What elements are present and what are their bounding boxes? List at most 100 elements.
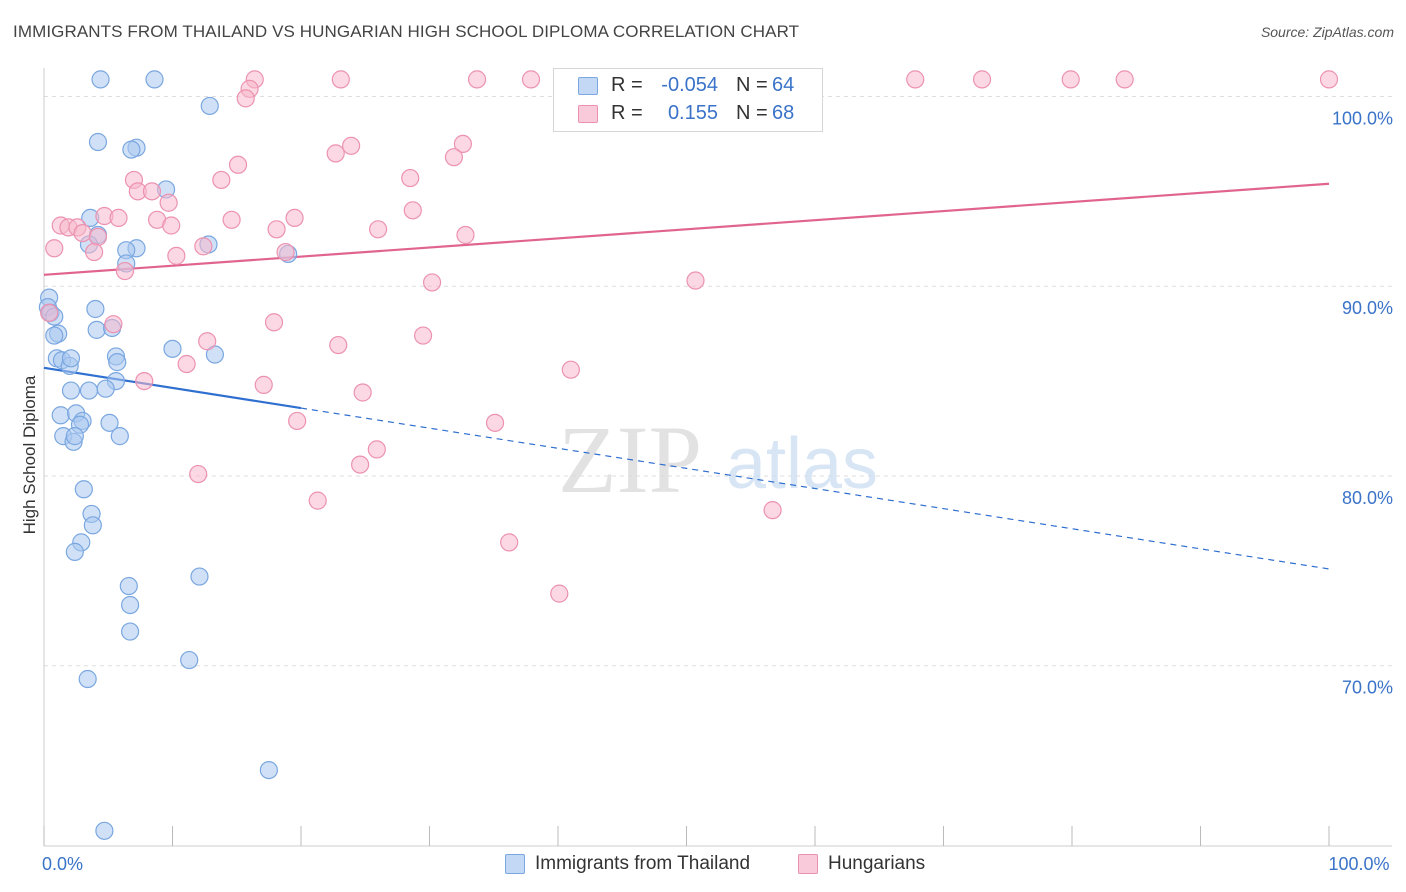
point-hungarians <box>500 533 519 552</box>
point-thailand <box>74 480 93 499</box>
point-thailand <box>78 669 97 689</box>
point-thailand <box>65 427 84 446</box>
point-hungarians <box>351 455 370 474</box>
legend-row-thailand: R = -0.054 N = 64 <box>554 71 822 101</box>
legend-swatch-pink <box>578 105 598 123</box>
point-hungarians <box>403 201 422 220</box>
watermark-atlas: atlas <box>726 424 878 504</box>
x-tick-label: 0.0% <box>42 854 83 874</box>
legend-n-value: 64 <box>772 74 795 96</box>
legend-n-value: 68 <box>772 102 795 124</box>
point-thailand <box>180 650 199 670</box>
legend-label-hungarians: Hungarians <box>828 853 926 874</box>
point-hungarians <box>369 220 388 239</box>
point-hungarians <box>254 375 273 394</box>
point-thailand <box>51 406 70 425</box>
tick-labels: 100.0% 90.0% 80.0% 70.0% 0.0% 100.0% <box>42 108 1393 874</box>
point-thailand <box>79 381 99 400</box>
point-hungarians <box>198 332 217 351</box>
point-hungarians <box>342 136 361 155</box>
point-thailand <box>45 326 64 345</box>
point-hungarians <box>104 315 123 334</box>
point-hungarians <box>367 440 386 459</box>
point-hungarians <box>326 144 345 163</box>
point-thailand <box>120 622 140 641</box>
point-thailand <box>163 339 182 358</box>
point-hungarians <box>413 326 433 345</box>
y-tick-label: 100.0% <box>1332 108 1393 128</box>
point-thailand <box>95 821 114 840</box>
point-thailand <box>86 299 105 319</box>
point-hungarians <box>88 227 108 246</box>
point-thailand <box>122 140 141 159</box>
legend-r-label: R = <box>611 74 643 96</box>
point-hungarians <box>561 360 580 379</box>
legend-r-value: -0.054 <box>661 74 718 96</box>
point-hungarians <box>222 210 241 229</box>
point-hungarians <box>135 371 154 391</box>
point-thailand <box>61 381 81 400</box>
axes <box>43 68 1392 847</box>
point-hungarians <box>288 411 307 431</box>
point-hungarians <box>276 242 295 262</box>
legend-row-hungarians: R = 0.155 N = 68 <box>554 99 822 129</box>
point-thailand <box>145 70 164 89</box>
point-hungarians <box>189 464 208 484</box>
y-tick-label: 80.0% <box>1342 488 1393 508</box>
point-hungarians <box>521 70 541 89</box>
point-thailand <box>83 516 102 535</box>
trend-line-thailand <box>43 366 302 410</box>
point-hungarians <box>467 70 487 89</box>
y-tick-label: 90.0% <box>1342 298 1393 318</box>
point-hungarians <box>763 501 782 520</box>
data-points <box>38 70 1339 840</box>
point-hungarians <box>285 208 304 228</box>
point-thailand <box>100 413 119 432</box>
point-hungarians <box>267 220 286 239</box>
point-hungarians <box>159 193 178 212</box>
point-thailand <box>87 320 106 339</box>
point-hungarians <box>109 208 128 228</box>
point-hungarians <box>550 584 569 603</box>
trend-line-hungarians <box>43 182 1330 276</box>
trend-lines <box>43 182 1330 570</box>
point-hungarians <box>906 70 925 89</box>
point-hungarians <box>401 168 420 188</box>
chart-title: IMMIGRANTS FROM THAILAND VS HUNGARIAN HI… <box>13 22 800 41</box>
point-hungarians <box>1319 70 1339 89</box>
point-thailand <box>119 576 138 596</box>
point-thailand <box>65 542 84 561</box>
point-hungarians <box>194 237 213 256</box>
point-hungarians <box>329 335 348 355</box>
point-thailand <box>108 353 127 372</box>
point-hungarians <box>456 225 475 245</box>
point-hungarians <box>45 239 64 258</box>
legend-r-value: 0.155 <box>667 102 718 124</box>
point-hungarians <box>353 383 372 402</box>
watermark: ZIP atlas <box>558 406 878 513</box>
point-hungarians <box>73 223 92 243</box>
point-hungarians <box>972 70 992 89</box>
y-axis-label: High School Diploma <box>20 375 39 534</box>
point-thailand <box>88 132 108 152</box>
point-hungarians <box>236 89 255 108</box>
series-legend: Immigrants from Thailand Hungarians <box>0 852 1406 878</box>
legend-label-thailand: Immigrants from Thailand <box>535 853 751 874</box>
correlation-legend: R = -0.054 N = 64 R = 0.155 N = 68 <box>553 68 823 132</box>
point-thailand <box>200 96 219 116</box>
point-hungarians <box>422 273 442 292</box>
point-thailand <box>259 760 278 780</box>
point-hungarians <box>142 182 162 201</box>
point-thailand <box>190 567 209 586</box>
point-hungarians <box>485 413 505 432</box>
point-hungarians <box>167 246 186 265</box>
point-hungarians <box>444 148 464 167</box>
source-label: Source: ZipAtlas.com <box>1260 24 1394 40</box>
point-hungarians <box>1061 70 1080 89</box>
point-hungarians <box>264 313 284 332</box>
point-thailand <box>96 379 115 398</box>
legend-swatch-pink <box>798 854 818 874</box>
point-hungarians <box>308 491 327 510</box>
legend-r-label: R = <box>611 102 643 124</box>
legend-swatch-blue <box>505 854 525 874</box>
